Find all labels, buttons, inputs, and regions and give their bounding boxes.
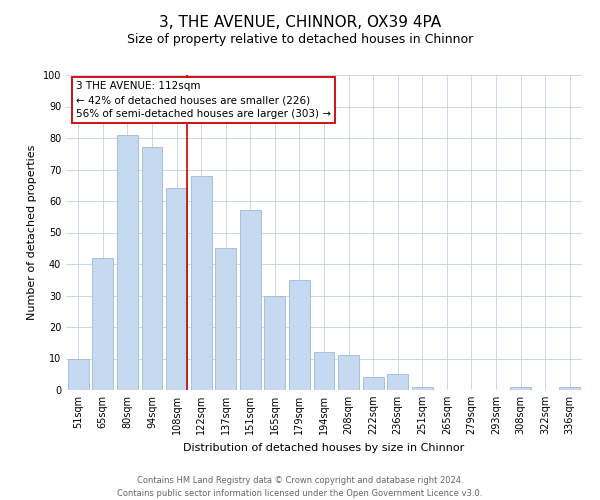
- Bar: [68, 358, 89, 390]
- Bar: [412, 387, 433, 390]
- Bar: [92, 258, 113, 390]
- X-axis label: Distribution of detached houses by size in Chinnor: Distribution of detached houses by size …: [184, 442, 464, 452]
- Bar: [240, 210, 261, 390]
- Bar: [510, 387, 531, 390]
- Bar: [142, 148, 163, 390]
- Bar: [559, 387, 580, 390]
- Y-axis label: Number of detached properties: Number of detached properties: [27, 145, 37, 320]
- Text: Contains HM Land Registry data © Crown copyright and database right 2024.
Contai: Contains HM Land Registry data © Crown c…: [118, 476, 482, 498]
- Text: 3, THE AVENUE, CHINNOR, OX39 4PA: 3, THE AVENUE, CHINNOR, OX39 4PA: [159, 15, 441, 30]
- Bar: [191, 176, 212, 390]
- Bar: [289, 280, 310, 390]
- Bar: [117, 135, 138, 390]
- Text: 3 THE AVENUE: 112sqm
← 42% of detached houses are smaller (226)
56% of semi-deta: 3 THE AVENUE: 112sqm ← 42% of detached h…: [76, 82, 331, 120]
- Bar: [166, 188, 187, 390]
- Bar: [387, 374, 408, 390]
- Text: Size of property relative to detached houses in Chinnor: Size of property relative to detached ho…: [127, 32, 473, 46]
- Bar: [362, 378, 383, 390]
- Bar: [215, 248, 236, 390]
- Bar: [338, 356, 359, 390]
- Bar: [265, 296, 286, 390]
- Bar: [314, 352, 334, 390]
